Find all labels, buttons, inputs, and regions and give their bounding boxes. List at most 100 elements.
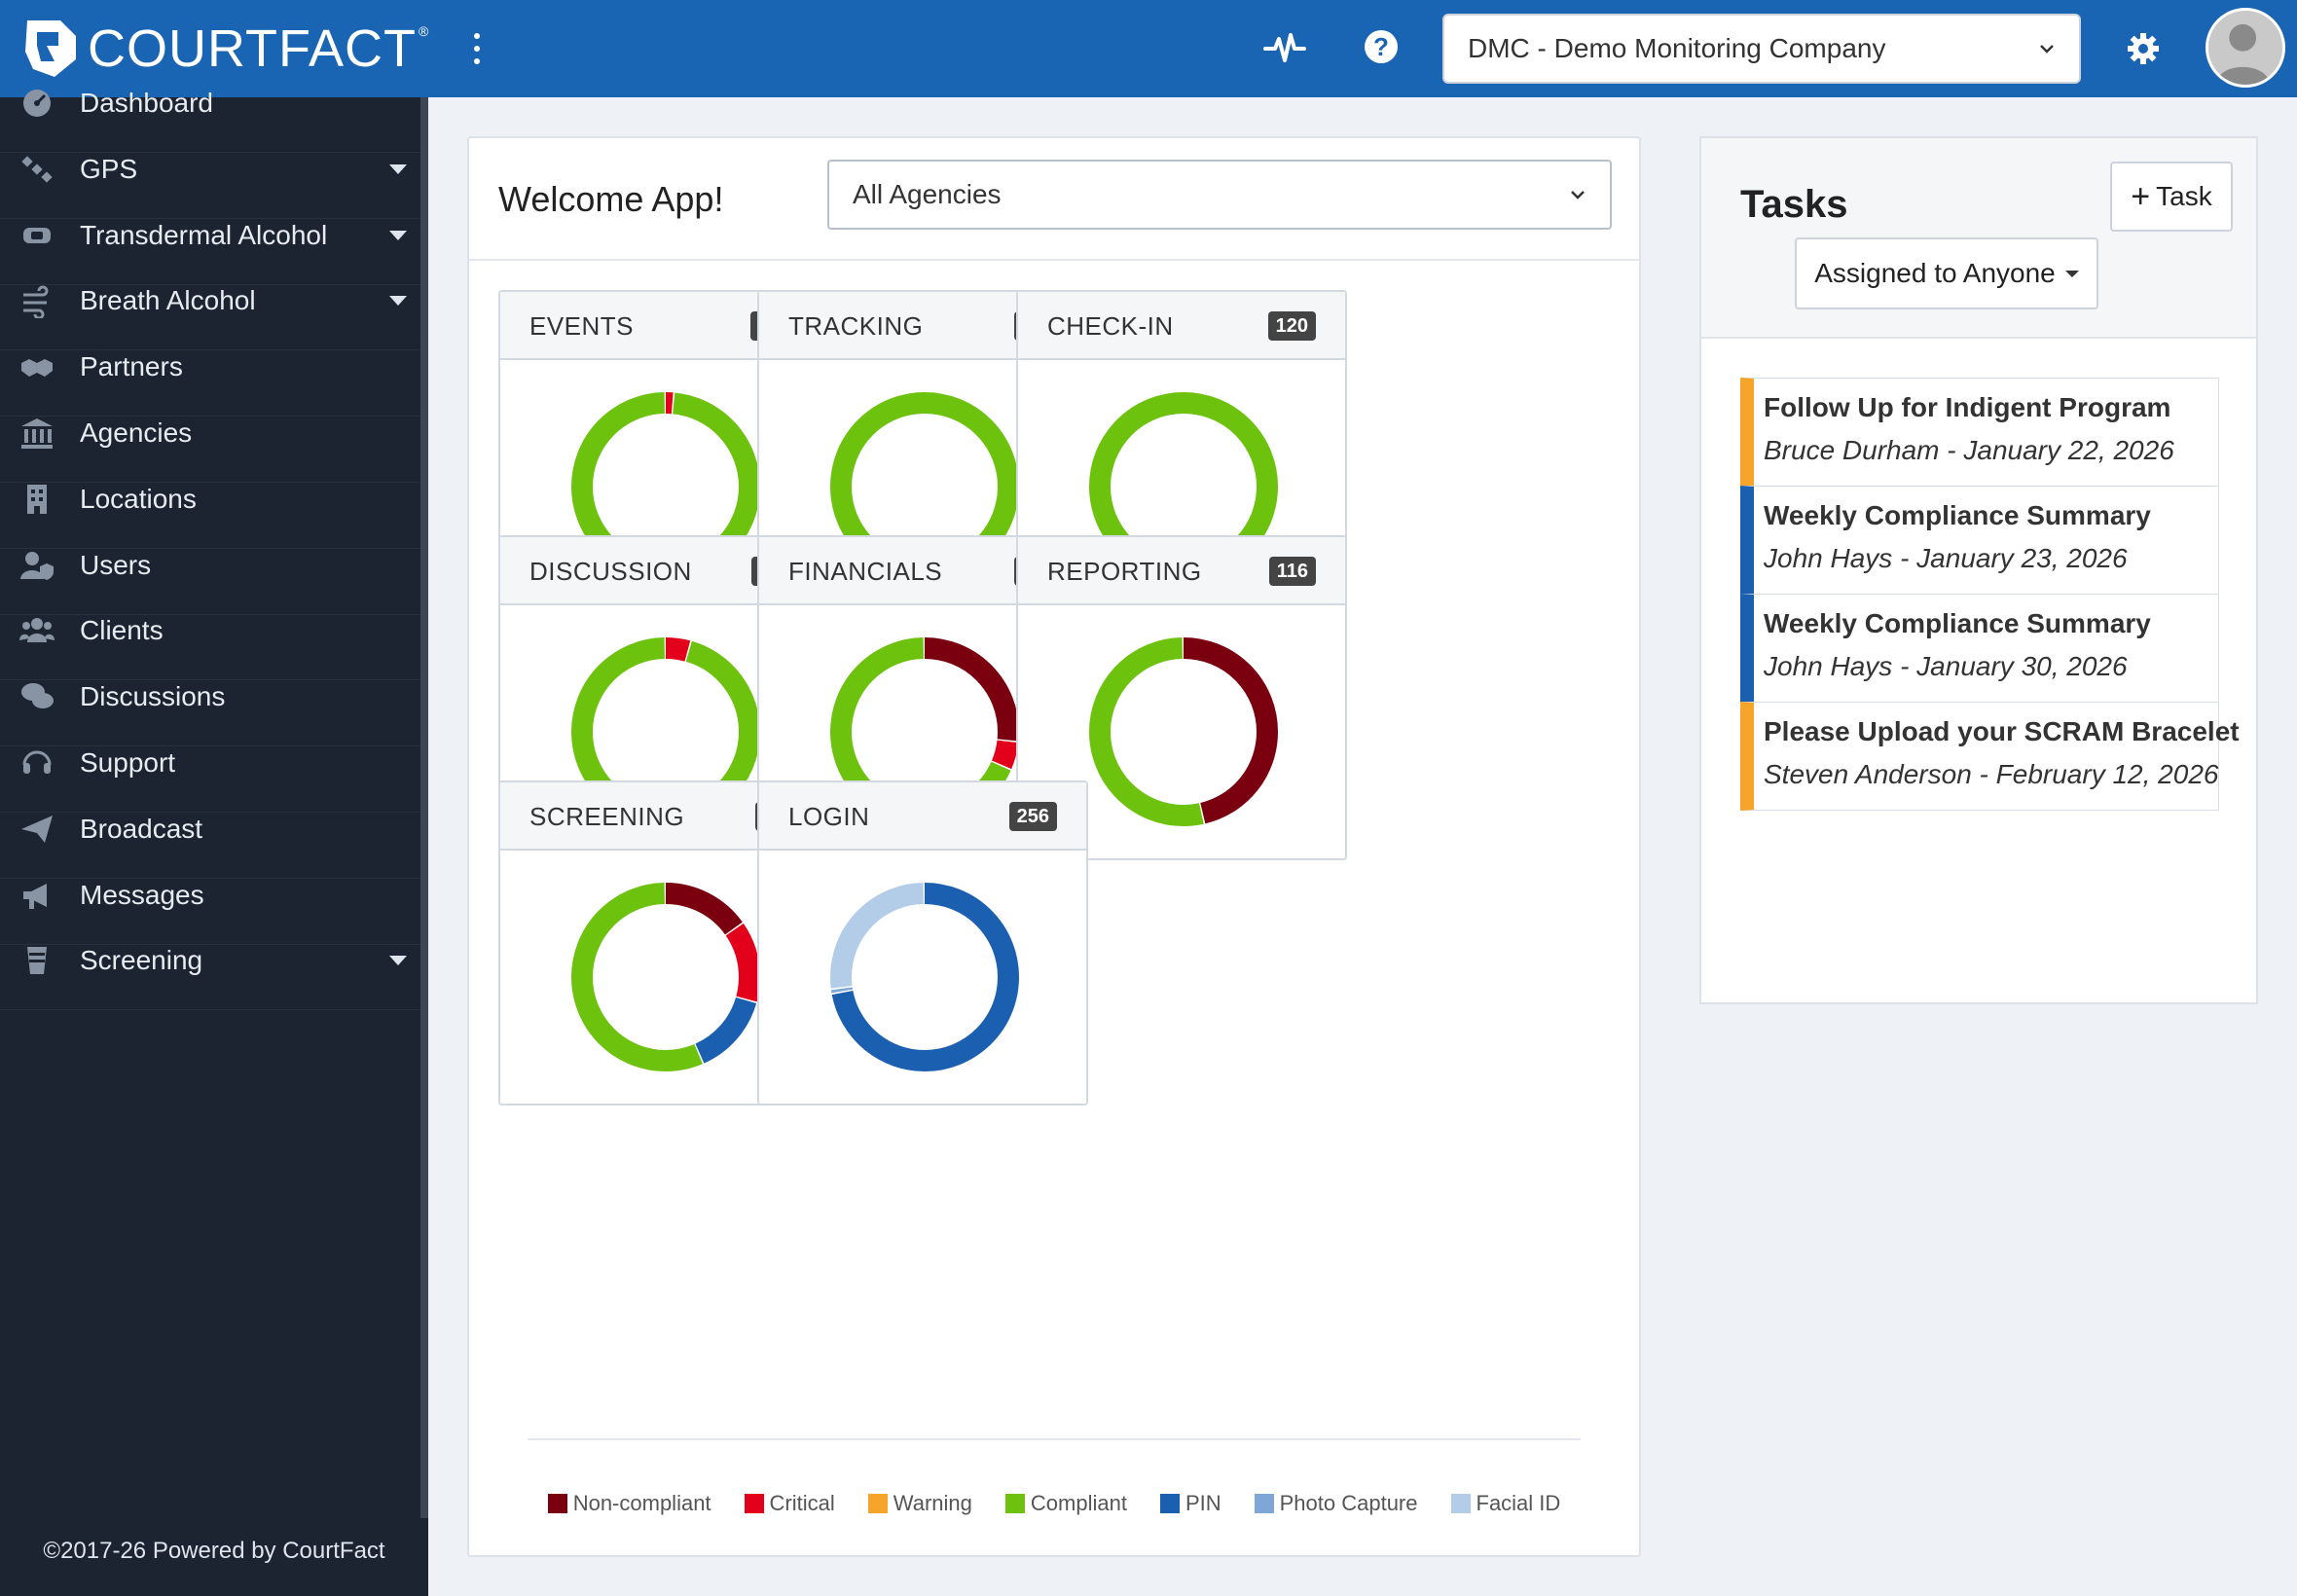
brand-logo[interactable]: COURTFACT ® <box>21 14 428 84</box>
sidebar <box>0 97 428 1596</box>
wind-icon <box>23 285 49 319</box>
legend-swatch <box>547 1494 567 1513</box>
chart-legend: Non-compliant Critical Warning Compliant PIN… <box>469 1491 1639 1516</box>
task-item[interactable]: Weekly Compliance Summary John Hays - Jan… <box>1740 486 2219 595</box>
legend-label: Compliant <box>1030 1491 1127 1515</box>
donut-slice-non-compliant[interactable] <box>571 883 760 1071</box>
sidebar-item-breath-alcohol[interactable]: Breath Alcohol <box>0 252 420 351</box>
sidebar-item-label: Dashboard <box>80 88 213 118</box>
sidebar-item-agencies[interactable]: Agencies <box>0 384 420 483</box>
gear-icon[interactable] <box>2126 31 2161 66</box>
agency-select-value: All Agencies <box>853 179 1002 209</box>
task-item[interactable]: Weekly Compliance Summary John Hays - Jan… <box>1740 594 2219 703</box>
task-title: Follow Up for Indigent Program <box>1764 392 2171 422</box>
tasks-panel: Tasks + Task Assigned to Anyone Follow U… <box>1699 136 2258 1004</box>
sidebar-item-discussions[interactable]: Discussions <box>0 648 420 747</box>
donut-slice-facial-id[interactable] <box>830 883 1019 1071</box>
sidebar-item-messages[interactable]: Messages <box>0 847 420 945</box>
tile-header: REPORTING 116 <box>1018 537 1345 605</box>
caret-down-icon <box>389 956 407 966</box>
welcome-title: Welcome App! <box>498 179 724 219</box>
sidebar-item-clients[interactable]: Clients <box>0 582 420 681</box>
heartbeat-icon[interactable] <box>1263 29 1306 68</box>
legend-item-non-compliant: Non-compliant <box>547 1491 711 1516</box>
user-silhouette-icon <box>2215 23 2271 85</box>
tasks-header: Tasks + Task Assigned to Anyone <box>1701 138 2256 339</box>
task-assignee-date: Bruce Durham - January 22, 2026 <box>1764 435 2174 465</box>
tile-login[interactable]: LOGIN 256 <box>757 780 1088 1106</box>
assigned-filter-dropdown[interactable]: Assigned to Anyone <box>1795 237 2098 309</box>
count-badge: 116 <box>1268 557 1316 586</box>
donut-slice-compliant[interactable] <box>571 883 760 1071</box>
donut-chart-reporting[interactable] <box>1086 635 1281 829</box>
brand-name: COURTFACT <box>88 19 418 78</box>
task-item[interactable]: Please Upload your SCRAM Bracelet Steven … <box>1740 702 2240 811</box>
user-shield-icon <box>20 551 54 580</box>
sidebar-item-label: Partners <box>80 351 183 382</box>
donut-slice-non-compliant[interactable] <box>830 637 1019 826</box>
cup-icon <box>27 947 47 975</box>
tile-title: EVENTS <box>529 311 635 341</box>
donut-slice-non-compliant[interactable] <box>1089 637 1278 826</box>
legend-label: Facial ID <box>1476 1491 1561 1515</box>
sidebar-item-partners[interactable]: Partners <box>0 318 420 417</box>
sidebar-item-screening[interactable]: Screening <box>0 912 420 1011</box>
sidebar-item-label: Locations <box>80 483 197 514</box>
legend-swatch <box>1004 1494 1025 1513</box>
donut-slice-critical[interactable] <box>571 883 760 1071</box>
task-title: Weekly Compliance Summary <box>1764 500 2151 530</box>
tile-reporting[interactable]: REPORTING 116 <box>1016 535 1347 860</box>
legend-label: Critical <box>769 1491 835 1515</box>
tile-title: CHECK-IN <box>1047 311 1174 341</box>
sidebar-scrollbar[interactable] <box>420 97 428 1518</box>
dashboard-header: Welcome App! All Agencies <box>469 138 1639 261</box>
legend-swatch <box>1254 1494 1274 1513</box>
caret-down-icon <box>389 296 407 307</box>
legend-swatch <box>1450 1494 1471 1513</box>
task-assignee-date: John Hays - January 30, 2026 <box>1764 651 2128 681</box>
donut-slice-pin[interactable] <box>830 883 1019 1071</box>
sidebar-footer: ©2017-26 Powered by CourtFact <box>43 1538 385 1564</box>
top-bar: COURTFACT ® ? DMC - Demo Monitoring Comp… <box>0 0 2297 97</box>
sidebar-item-transdermal-alcohol[interactable]: Transdermal Alcohol <box>0 187 420 285</box>
add-task-button[interactable]: + Task <box>2110 162 2233 232</box>
sidebar-item-label: Screening <box>80 945 203 976</box>
paper-plane-icon <box>21 815 53 843</box>
company-select[interactable]: DMC - Demo Monitoring Company <box>1442 14 2081 84</box>
legend-label: Photo Capture <box>1279 1491 1418 1515</box>
donut-slice-critical[interactable] <box>571 637 760 826</box>
donut-slice-critical[interactable] <box>571 392 760 581</box>
donut-chart-screening[interactable] <box>568 880 763 1074</box>
more-menu-icon[interactable] <box>465 29 489 68</box>
sidebar-item-dashboard[interactable]: Dashboard <box>0 54 420 153</box>
satellite-icon <box>21 156 53 183</box>
task-title: Weekly Compliance Summary <box>1764 608 2151 638</box>
sidebar-item-support[interactable]: Support <box>0 714 420 813</box>
handshake-icon <box>21 359 53 378</box>
sidebar-item-locations[interactable]: Locations <box>0 451 420 549</box>
sidebar-item-users[interactable]: Users <box>0 517 420 615</box>
dashboard-icon <box>23 90 51 117</box>
agency-select[interactable]: All Agencies <box>827 160 1612 230</box>
company-select-value: DMC - Demo Monitoring Company <box>1468 33 1886 63</box>
sidebar-item-label: Support <box>80 747 176 778</box>
task-item[interactable]: Follow Up for Indigent Program Bruce Durh… <box>1740 378 2219 487</box>
legend-label: Warning <box>893 1491 972 1515</box>
sidebar-item-broadcast[interactable]: Broadcast <box>0 780 420 879</box>
donut-chart-login[interactable] <box>827 880 1022 1074</box>
legend-label: Non-compliant <box>572 1491 711 1515</box>
legend-label: PIN <box>1185 1491 1221 1515</box>
dashboard-card: Welcome App! All Agencies EVENTS131TRACK… <box>467 136 1641 1557</box>
brand-registered-mark: ® <box>419 23 429 39</box>
chevron-down-icon <box>2040 45 2054 54</box>
donut-slice-compliant[interactable] <box>1089 637 1278 826</box>
legend-item-photo-capture: Photo Capture <box>1254 1491 1418 1516</box>
legend-swatch <box>867 1494 888 1513</box>
add-task-label: Task <box>2156 181 2212 211</box>
sidebar-item-label: Transdermal Alcohol <box>80 219 328 250</box>
tile-header: CHECK-IN 120 <box>1018 292 1345 360</box>
user-avatar[interactable] <box>2206 8 2285 88</box>
sidebar-item-gps[interactable]: GPS <box>0 121 420 219</box>
help-icon[interactable]: ? <box>1365 30 1398 63</box>
assigned-filter-label: Assigned to Anyone <box>1814 258 2056 288</box>
